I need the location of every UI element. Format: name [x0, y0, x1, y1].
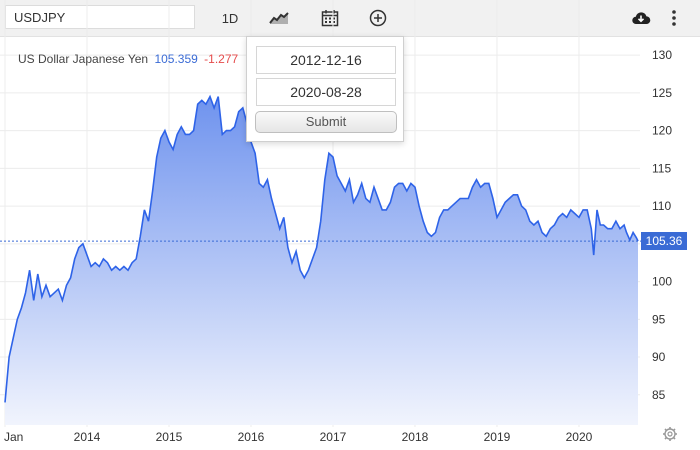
y-tick-label: 100 — [652, 275, 672, 289]
x-tick-label: 2015 — [156, 430, 183, 444]
x-tick-label: 2014 — [74, 430, 101, 444]
x-tick-label: 2018 — [402, 430, 429, 444]
more-vertical-icon[interactable] — [668, 6, 680, 30]
x-tick-label: 2020 — [566, 430, 593, 444]
plus-circle-icon[interactable] — [368, 6, 388, 30]
x-tick-label: 2017 — [320, 430, 347, 444]
price-line — [4, 94, 639, 403]
submit-button[interactable]: Submit — [255, 111, 397, 133]
line-chart-icon[interactable] — [268, 6, 290, 30]
symbol-input[interactable] — [5, 5, 195, 29]
legend-price: 105.359 — [154, 52, 198, 66]
interval-button[interactable]: 1D — [221, 10, 239, 26]
legend: US Dollar Japanese Yen 105.359 -1.277 — [18, 52, 238, 66]
y-tick-label: 130 — [652, 48, 672, 62]
y-axis: 859095100105110115120125130 — [652, 48, 672, 402]
legend-name: US Dollar Japanese Yen — [18, 52, 149, 66]
end-date-field[interactable] — [256, 78, 396, 106]
y-tick-label: 120 — [652, 124, 672, 138]
y-tick-label: 85 — [652, 388, 666, 402]
y-tick-label: 110 — [652, 199, 671, 213]
x-tick-label: 2019 — [484, 430, 511, 444]
y-tick-label: 95 — [652, 312, 666, 326]
legend-change: -1.277 — [204, 52, 239, 66]
x-axis: Jan 2014 2015 2016 2017 2018 2019 2020 — [4, 430, 593, 444]
calendar-icon[interactable] — [320, 6, 340, 30]
y-tick-label: 90 — [652, 350, 666, 364]
last-price-tag: 105.36 — [641, 232, 687, 251]
x-tick-label: Jan — [4, 430, 23, 444]
settings-icon[interactable] — [662, 426, 678, 442]
price-area — [5, 96, 638, 425]
start-date-field[interactable] — [256, 46, 396, 74]
cloud-download-icon[interactable] — [630, 6, 652, 30]
y-tick-label: 115 — [652, 161, 671, 175]
date-range-popup: Submit — [246, 36, 404, 142]
x-tick-label: 2016 — [238, 430, 265, 444]
y-tick-label: 125 — [652, 86, 672, 100]
chart-toolbar: 1D — [0, 0, 700, 37]
